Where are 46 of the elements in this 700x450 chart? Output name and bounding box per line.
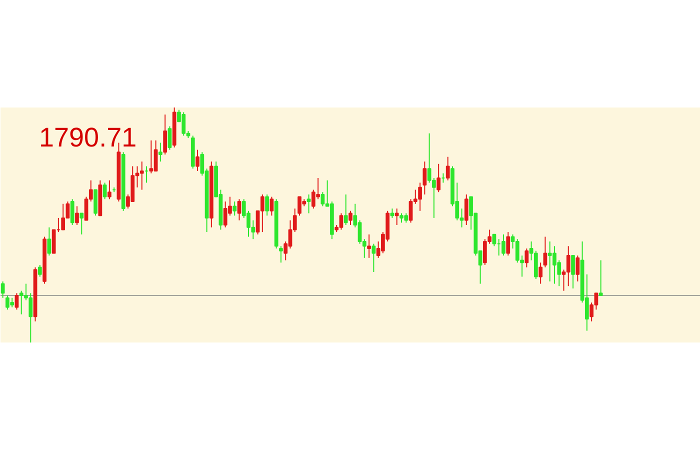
candlestick (394, 208, 399, 226)
candlestick (196, 149, 200, 172)
candlestick (168, 126, 172, 150)
candlestick (534, 250, 538, 280)
candlestick (492, 234, 496, 247)
candlestick (265, 194, 269, 216)
candlestick (270, 196, 274, 216)
candlestick (344, 194, 348, 226)
candlestick (571, 255, 575, 289)
candlestick (38, 264, 42, 278)
candlestick (14, 292, 19, 310)
candlestick (367, 234, 371, 258)
candlestick (80, 212, 84, 235)
candlestick (260, 194, 264, 233)
candlestick (108, 180, 112, 200)
candlestick (94, 189, 98, 216)
candlestick (140, 161, 144, 190)
candlestick (0, 280, 5, 298)
candlestick (436, 163, 441, 193)
candlestick (598, 260, 603, 296)
candlestick (566, 246, 570, 287)
candlestick (524, 248, 529, 268)
candlestick (372, 243, 376, 272)
candlestick (422, 161, 427, 195)
candlestick (506, 232, 510, 256)
candlestick (70, 198, 74, 226)
candlestick (576, 255, 580, 282)
annotation: 1790.71 (39, 122, 137, 152)
candlestick (348, 210, 352, 226)
candlestick (543, 236, 548, 268)
candlestick (61, 203, 66, 230)
candlestick (306, 194, 311, 214)
candlestick (446, 156, 450, 181)
candlestick (502, 234, 506, 256)
candlestick (149, 140, 154, 174)
candlestick (538, 262, 543, 284)
candlestick (75, 206, 79, 226)
candlestick (163, 114, 168, 155)
candlestick (232, 201, 237, 216)
candlestick (47, 226, 52, 256)
candlestick (279, 246, 283, 264)
candlestick (464, 194, 468, 226)
candlestick (102, 182, 107, 200)
candlestick (158, 142, 162, 162)
candlestick (52, 229, 56, 254)
candlestick (237, 198, 242, 221)
